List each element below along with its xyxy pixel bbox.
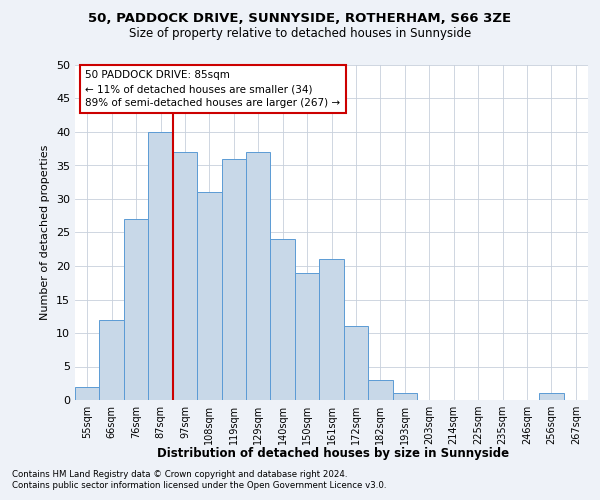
Bar xyxy=(173,152,197,400)
Text: Size of property relative to detached houses in Sunnyside: Size of property relative to detached ho… xyxy=(129,28,471,40)
Y-axis label: Number of detached properties: Number of detached properties xyxy=(40,145,50,320)
Text: Contains HM Land Registry data © Crown copyright and database right 2024.: Contains HM Land Registry data © Crown c… xyxy=(12,470,347,479)
Bar xyxy=(392,394,417,400)
Bar xyxy=(100,320,124,400)
Bar xyxy=(295,272,319,400)
Text: Distribution of detached houses by size in Sunnyside: Distribution of detached houses by size … xyxy=(157,448,509,460)
Bar xyxy=(368,380,392,400)
Bar xyxy=(319,260,344,400)
Bar xyxy=(221,159,246,400)
Text: Contains public sector information licensed under the Open Government Licence v3: Contains public sector information licen… xyxy=(12,481,386,490)
Text: 50, PADDOCK DRIVE, SUNNYSIDE, ROTHERHAM, S66 3ZE: 50, PADDOCK DRIVE, SUNNYSIDE, ROTHERHAM,… xyxy=(88,12,512,26)
Bar xyxy=(148,132,173,400)
Bar xyxy=(246,152,271,400)
Bar xyxy=(75,386,100,400)
Bar xyxy=(124,219,148,400)
Bar xyxy=(539,394,563,400)
Bar xyxy=(344,326,368,400)
Bar xyxy=(197,192,221,400)
Bar xyxy=(271,239,295,400)
Text: 50 PADDOCK DRIVE: 85sqm
← 11% of detached houses are smaller (34)
89% of semi-de: 50 PADDOCK DRIVE: 85sqm ← 11% of detache… xyxy=(85,70,340,108)
